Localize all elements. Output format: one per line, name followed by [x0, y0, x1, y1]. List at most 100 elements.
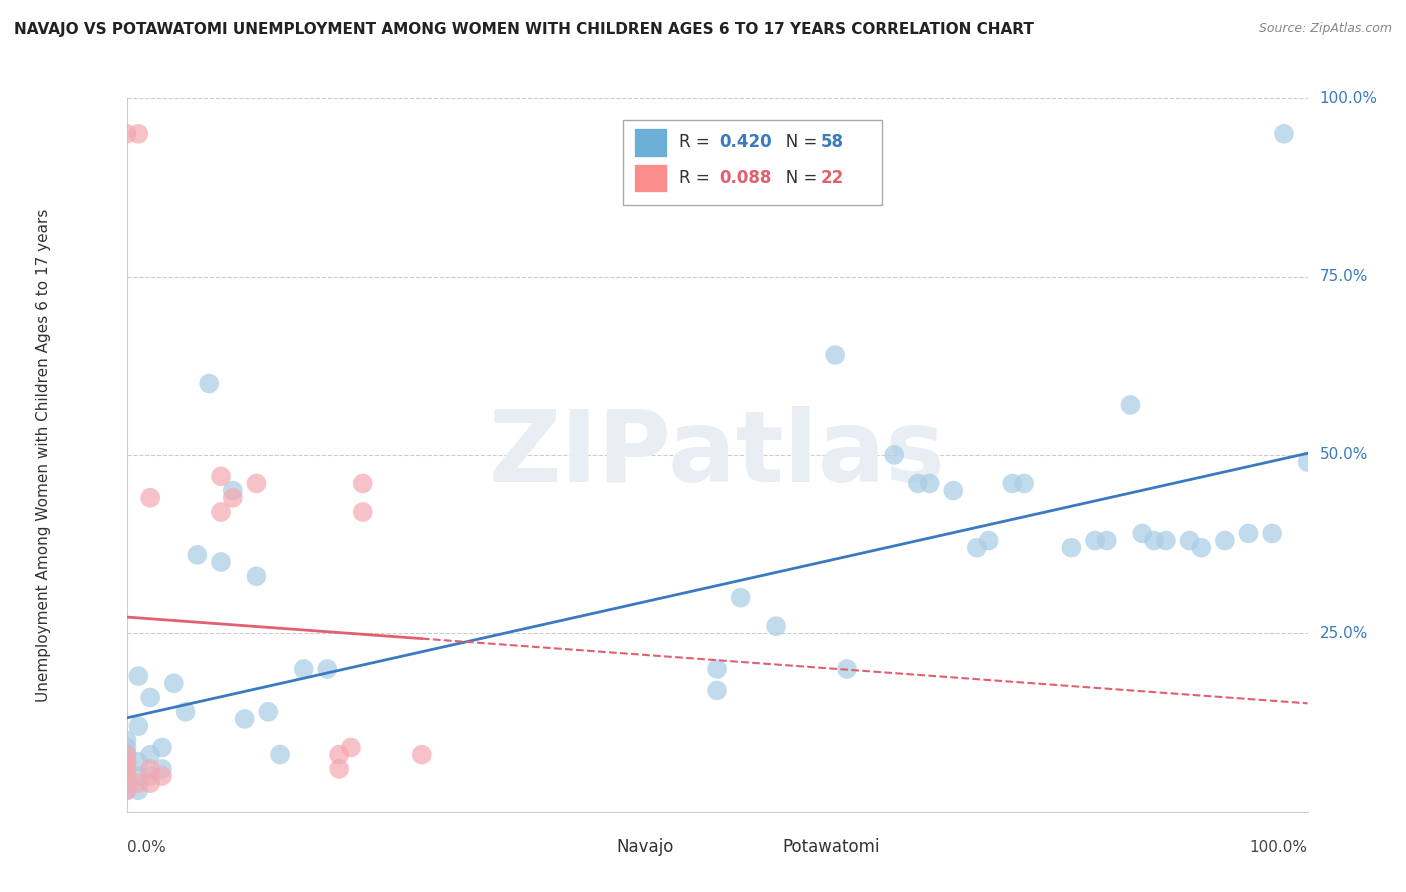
- Point: [292, 662, 315, 676]
- Point: [765, 619, 787, 633]
- FancyBboxPatch shape: [634, 164, 668, 193]
- Point: [150, 769, 173, 783]
- Point: [1237, 526, 1260, 541]
- Point: [835, 662, 858, 676]
- Point: [1084, 533, 1107, 548]
- Point: [209, 555, 232, 569]
- Point: [730, 591, 752, 605]
- Point: [352, 505, 374, 519]
- Point: [174, 705, 197, 719]
- Point: [245, 476, 267, 491]
- Point: [269, 747, 291, 762]
- Point: [127, 769, 149, 783]
- Point: [127, 776, 149, 790]
- Point: [907, 476, 929, 491]
- Point: [127, 755, 149, 769]
- Point: [245, 569, 267, 583]
- Point: [139, 762, 162, 776]
- Point: [883, 448, 905, 462]
- Point: [115, 769, 138, 783]
- Point: [1143, 533, 1166, 548]
- Point: [127, 669, 149, 683]
- FancyBboxPatch shape: [634, 128, 668, 157]
- Point: [1130, 526, 1153, 541]
- Point: [115, 747, 138, 762]
- Point: [222, 483, 245, 498]
- Point: [198, 376, 221, 391]
- Text: 100.0%: 100.0%: [1250, 840, 1308, 855]
- Point: [222, 491, 245, 505]
- Point: [1296, 455, 1319, 469]
- Point: [316, 662, 339, 676]
- Point: [328, 747, 350, 762]
- Point: [1119, 398, 1142, 412]
- Point: [209, 505, 232, 519]
- Point: [163, 676, 186, 690]
- Text: 100.0%: 100.0%: [1319, 91, 1378, 105]
- Point: [115, 755, 138, 769]
- Text: 0.088: 0.088: [720, 169, 772, 187]
- Point: [139, 776, 162, 790]
- Point: [966, 541, 988, 555]
- Point: [1213, 533, 1236, 548]
- Text: Source: ZipAtlas.com: Source: ZipAtlas.com: [1258, 22, 1392, 36]
- Point: [1012, 476, 1035, 491]
- Text: 22: 22: [821, 169, 844, 187]
- Point: [115, 783, 138, 797]
- Point: [139, 491, 162, 505]
- Point: [328, 762, 350, 776]
- Point: [115, 762, 138, 776]
- Point: [115, 733, 138, 747]
- Point: [115, 755, 138, 769]
- Point: [127, 783, 149, 797]
- Point: [115, 776, 138, 790]
- Point: [706, 683, 728, 698]
- Text: 0.420: 0.420: [720, 134, 772, 152]
- Text: Navajo: Navajo: [617, 838, 673, 856]
- Point: [824, 348, 846, 362]
- Point: [1060, 541, 1083, 555]
- Point: [340, 740, 363, 755]
- FancyBboxPatch shape: [575, 837, 609, 858]
- Text: N =: N =: [770, 134, 823, 152]
- Text: 25.0%: 25.0%: [1319, 626, 1368, 640]
- Text: R =: R =: [679, 169, 716, 187]
- Text: N =: N =: [770, 169, 823, 187]
- Point: [1154, 533, 1177, 548]
- Point: [1178, 533, 1201, 548]
- Point: [1095, 533, 1118, 548]
- Text: 0.0%: 0.0%: [127, 840, 166, 855]
- Point: [139, 769, 162, 783]
- Point: [127, 127, 149, 141]
- FancyBboxPatch shape: [623, 120, 883, 205]
- Text: ZIPatlas: ZIPatlas: [489, 407, 945, 503]
- Point: [115, 740, 138, 755]
- FancyBboxPatch shape: [741, 837, 773, 858]
- Point: [1261, 526, 1284, 541]
- Point: [1001, 476, 1024, 491]
- Point: [209, 469, 232, 483]
- Text: R =: R =: [679, 134, 716, 152]
- Point: [706, 662, 728, 676]
- Point: [115, 762, 138, 776]
- Point: [150, 762, 173, 776]
- Point: [115, 783, 138, 797]
- Point: [411, 747, 433, 762]
- Point: [942, 483, 965, 498]
- Point: [150, 740, 173, 755]
- Point: [352, 476, 374, 491]
- Text: NAVAJO VS POTAWATOMI UNEMPLOYMENT AMONG WOMEN WITH CHILDREN AGES 6 TO 17 YEARS C: NAVAJO VS POTAWATOMI UNEMPLOYMENT AMONG …: [14, 22, 1033, 37]
- Text: Potawatomi: Potawatomi: [782, 838, 880, 856]
- Point: [918, 476, 941, 491]
- Point: [127, 719, 149, 733]
- Text: 50.0%: 50.0%: [1319, 448, 1368, 462]
- Point: [186, 548, 208, 562]
- Point: [115, 747, 138, 762]
- Point: [139, 747, 162, 762]
- Point: [1272, 127, 1295, 141]
- Text: 75.0%: 75.0%: [1319, 269, 1368, 284]
- Text: 58: 58: [821, 134, 844, 152]
- Point: [115, 769, 138, 783]
- Point: [115, 127, 138, 141]
- Point: [257, 705, 280, 719]
